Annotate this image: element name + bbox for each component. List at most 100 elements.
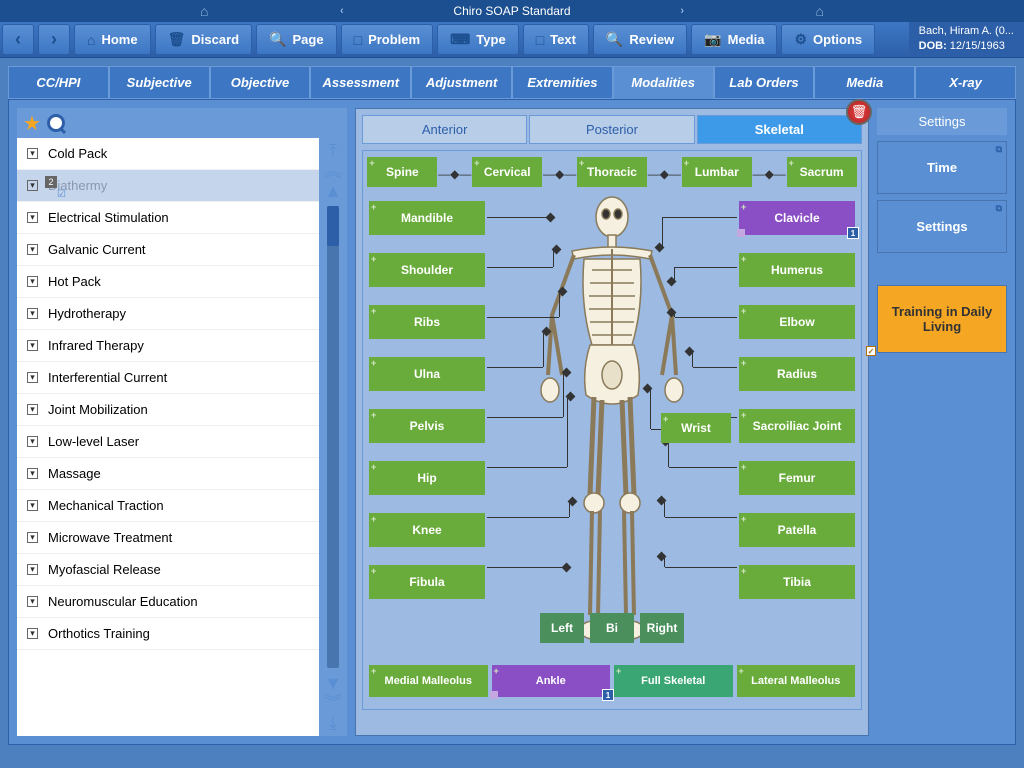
region-full-skeletal[interactable]: +Full Skeletal — [614, 665, 733, 697]
review-button[interactable]: 🔍Review — [593, 24, 687, 55]
toolbar: ‹ › ⌂Home 🗑Discard 🔍Page □Problem ⌨Type … — [0, 22, 1024, 58]
region-ankle[interactable]: +Ankle1 — [492, 665, 611, 697]
training-button[interactable]: Training in Daily Living✓ — [877, 285, 1007, 353]
scroll-top-icon[interactable]: ⤒ — [329, 142, 337, 160]
region-spine[interactable]: +Spine — [367, 157, 437, 187]
region-pelvis[interactable]: +Pelvis — [369, 409, 485, 443]
problem-button[interactable]: □Problem — [341, 24, 433, 55]
settings-button[interactable]: ⧉Settings — [877, 200, 1007, 253]
region-humerus[interactable]: +Humerus — [739, 253, 855, 287]
tab-subjective[interactable]: Subjective — [109, 66, 210, 99]
region-ribs[interactable]: +Ribs — [369, 305, 485, 339]
region-mandible[interactable]: +Mandible — [369, 201, 485, 235]
scroll-track[interactable] — [327, 206, 339, 668]
list-item[interactable]: ▾Infrared Therapy — [17, 330, 319, 362]
time-button[interactable]: ⧉Time — [877, 141, 1007, 194]
list-header: ★ — [17, 108, 347, 138]
home-icon-right[interactable]: ⌂ — [816, 3, 824, 19]
count-badge: 2 — [45, 176, 57, 188]
view-tab-anterior[interactable]: Anterior — [362, 115, 527, 144]
region-cervical[interactable]: +Cervical — [472, 157, 542, 187]
side-right[interactable]: Right — [640, 613, 684, 643]
tab-laborders[interactable]: Lab Orders — [714, 66, 815, 99]
type-button[interactable]: ⌨Type — [437, 24, 519, 55]
star-icon[interactable]: ★ — [23, 111, 41, 136]
scroll-up-icon[interactable]: ▲ — [324, 182, 342, 200]
region-sacrum[interactable]: +Sacrum — [787, 157, 857, 187]
region-radius[interactable]: +Radius — [739, 357, 855, 391]
home-icon[interactable]: ⌂ — [200, 3, 208, 19]
list-item[interactable]: ▾Cold Pack — [17, 138, 319, 170]
home-icon: ⌂ — [87, 32, 95, 48]
region-hip[interactable]: +Hip — [369, 461, 485, 495]
list-item[interactable]: ▾Interferential Current — [17, 362, 319, 394]
view-tab-posterior[interactable]: Posterior — [529, 115, 694, 144]
checkbox-icon: ▾ — [27, 180, 38, 191]
tab-assessment[interactable]: Assessment — [310, 66, 411, 99]
main-tabs: CC/HPISubjectiveObjectiveAssessmentAdjus… — [8, 66, 1016, 99]
region-tibia[interactable]: +Tibia — [739, 565, 855, 599]
tab-media[interactable]: Media — [814, 66, 915, 99]
region-medial-malleolus[interactable]: +Medial Malleolus — [369, 665, 488, 697]
prev-arrow-icon[interactable]: ‹ — [340, 5, 344, 17]
tab-extremities[interactable]: Extremities — [512, 66, 613, 99]
list-item[interactable]: ▾Orthotics Training — [17, 618, 319, 650]
list-item[interactable]: ▾Neuromuscular Education — [17, 586, 319, 618]
region-lumbar[interactable]: +Lumbar — [682, 157, 752, 187]
region-knee[interactable]: +Knee — [369, 513, 485, 547]
delete-button[interactable]: 🗑 — [846, 99, 872, 125]
list-item[interactable]: ▾Hydrotherapy — [17, 298, 319, 330]
list-item-label: Orthotics Training — [48, 626, 150, 641]
region-shoulder[interactable]: +Shoulder — [369, 253, 485, 287]
checkbox-icon: ▾ — [27, 372, 38, 383]
side-bi[interactable]: Bi — [590, 613, 634, 643]
region-lateral-malleolus[interactable]: +Lateral Malleolus — [737, 665, 856, 697]
tab-objective[interactable]: Objective — [210, 66, 311, 99]
list-item[interactable]: ▾Diathermy2☑ — [17, 170, 319, 202]
region-sacroiliac-joint[interactable]: +Sacroiliac Joint — [739, 409, 855, 443]
list-item[interactable]: ▾Myofascial Release — [17, 554, 319, 586]
list-item[interactable]: ▾Massage — [17, 458, 319, 490]
region-thoracic[interactable]: +Thoracic — [577, 157, 647, 187]
region-elbow[interactable]: +Elbow — [739, 305, 855, 339]
region-clavicle[interactable]: +Clavicle1 — [739, 201, 855, 235]
region-femur[interactable]: +Femur — [739, 461, 855, 495]
discard-button[interactable]: 🗑Discard — [155, 24, 252, 55]
media-button[interactable]: 📷Media — [691, 24, 777, 55]
list-item[interactable]: ▾Electrical Stimulation — [17, 202, 319, 234]
region-ulna[interactable]: +Ulna — [369, 357, 485, 391]
list-item[interactable]: ▾Low-level Laser — [17, 426, 319, 458]
region-wrist[interactable]: +Wrist — [661, 413, 731, 443]
page-button[interactable]: 🔍Page — [256, 24, 337, 55]
list-item-label: Neuromuscular Education — [48, 594, 198, 609]
tab-xray[interactable]: X-ray — [915, 66, 1016, 99]
back-button[interactable]: ‹ — [2, 24, 34, 55]
scroll-page-up-icon[interactable]: ︽ — [324, 162, 342, 180]
home-button[interactable]: ⌂Home — [74, 24, 151, 55]
checkbox-icon: ▾ — [27, 212, 38, 223]
modalities-panel: ★ ▾Cold Pack▾Diathermy2☑▾Electrical Stim… — [17, 108, 347, 736]
trash-icon: 🗑 — [168, 31, 186, 48]
text-button[interactable]: □Text — [523, 24, 589, 55]
list-item-label: Low-level Laser — [48, 434, 139, 449]
scroll-down-icon[interactable]: ▼ — [324, 674, 342, 692]
list-item[interactable]: ▾Microwave Treatment — [17, 522, 319, 554]
region-patella[interactable]: +Patella — [739, 513, 855, 547]
search-icon[interactable] — [47, 114, 65, 132]
scroll-thumb[interactable] — [327, 206, 339, 246]
next-arrow-icon[interactable]: › — [680, 5, 684, 17]
scroll-page-down-icon[interactable]: ︾ — [324, 694, 342, 712]
list-item[interactable]: ▾Mechanical Traction — [17, 490, 319, 522]
options-button[interactable]: ⚙Options — [781, 24, 875, 55]
tab-cchpi[interactable]: CC/HPI — [8, 66, 109, 99]
region-fibula[interactable]: +Fibula — [369, 565, 485, 599]
list-item[interactable]: ▾Hot Pack — [17, 266, 319, 298]
view-tab-skeletal[interactable]: Skeletal — [697, 115, 862, 144]
side-left[interactable]: Left — [540, 613, 584, 643]
scroll-bottom-icon[interactable]: ⤓ — [329, 714, 337, 732]
list-item[interactable]: ▾Galvanic Current — [17, 234, 319, 266]
list-item[interactable]: ▾Joint Mobilization — [17, 394, 319, 426]
tab-modalities[interactable]: Modalities — [613, 66, 714, 99]
tab-adjustment[interactable]: Adjustment — [411, 66, 512, 99]
forward-button[interactable]: › — [38, 24, 70, 55]
